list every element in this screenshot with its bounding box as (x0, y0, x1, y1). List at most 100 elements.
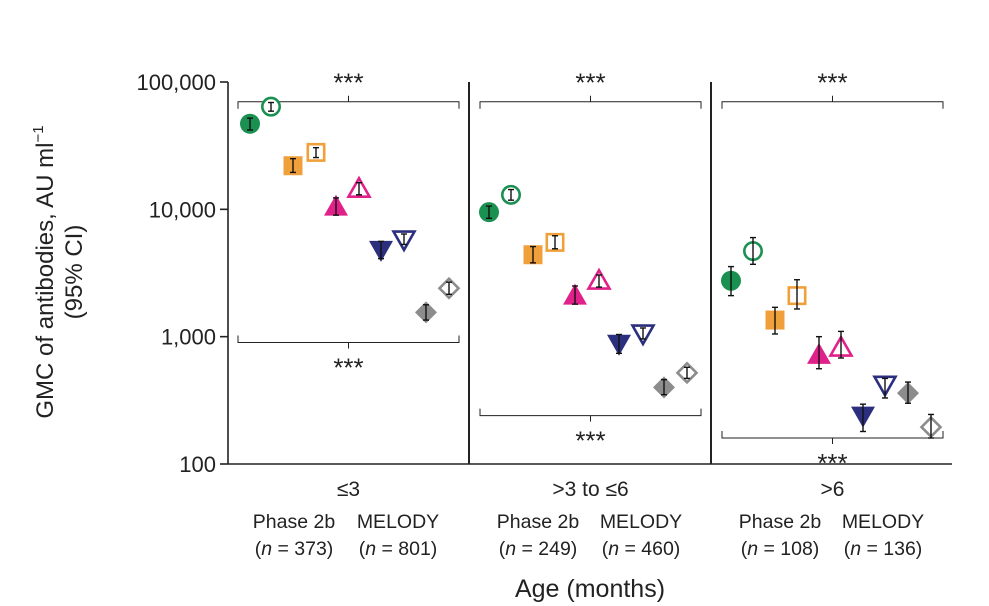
point-square-orange-open (787, 279, 807, 310)
error-bar (552, 235, 558, 250)
point-triangle-up-magenta-filled (324, 194, 348, 216)
y-axis-title: GMC of antibodies, AU ml−1 (30, 125, 59, 418)
point-circle-green-open (742, 236, 763, 266)
point-diamond-grey-filled (415, 301, 437, 324)
error-bar (356, 181, 362, 196)
error-bar (247, 117, 253, 131)
x-axis-title: Age (months) (515, 575, 665, 603)
point-triangle-up-magenta-open (586, 267, 612, 290)
age-group-label: ≤3 (337, 478, 360, 501)
data-points (240, 96, 943, 439)
significance-stars: *** (333, 68, 363, 98)
error-bar (616, 333, 622, 355)
error-bar (572, 285, 578, 305)
error-bar (750, 236, 756, 266)
significance-bracket (479, 408, 702, 422)
error-bar (378, 240, 384, 260)
error-bar (882, 377, 888, 399)
point-circle-green-filled (721, 265, 741, 297)
study-n: (n = 108) (741, 538, 820, 560)
error-bar (508, 188, 514, 201)
y-tick-label: 100,000 (136, 70, 216, 95)
error-bar (290, 157, 296, 174)
point-diamond-grey-open (675, 361, 699, 385)
point-diamond-grey-open (437, 276, 461, 300)
error-bar (860, 403, 866, 433)
point-triangle-down-navy-filled (369, 240, 393, 262)
study-name: MELODY (357, 511, 439, 533)
age-group-label: >3 to ≤6 (552, 478, 628, 501)
error-bar (446, 281, 452, 296)
error-bar (401, 233, 407, 246)
point-square-orange-open (306, 142, 326, 162)
significance-brackets: *** *** *** *** *** *** (237, 68, 944, 478)
error-bar (486, 205, 492, 220)
error-bar (333, 197, 339, 216)
significance-stars: *** (575, 68, 605, 98)
error-bar (838, 330, 844, 359)
study-n: (n = 249) (499, 538, 578, 560)
study-name: Phase 2b (253, 511, 336, 533)
study-name: Phase 2b (497, 511, 580, 533)
point-square-orange-filled (283, 156, 303, 176)
error-bar (772, 306, 778, 335)
point-circle-green-filled (240, 113, 260, 134)
point-triangle-down-navy-open (872, 375, 898, 399)
study-name: Phase 2b (739, 511, 822, 533)
point-triangle-down-navy-open (391, 230, 417, 253)
y-axis: 100 1,000 10,000 100,000 (136, 70, 952, 477)
point-triangle-up-magenta-filled (807, 335, 831, 370)
error-bar (816, 335, 822, 370)
point-diamond-grey-filled (653, 376, 675, 399)
error-bar (684, 366, 690, 380)
y-tick-label: 1,000 (161, 325, 216, 350)
significance-bracket (479, 95, 702, 109)
error-bar (661, 378, 667, 396)
point-square-orange-filled (765, 306, 785, 335)
error-bar (313, 146, 319, 159)
error-bar (928, 413, 934, 439)
significance-stars: *** (817, 68, 847, 98)
study-n: (n = 460) (602, 538, 681, 560)
y-axis-title-superscript: −1 (30, 125, 47, 142)
point-diamond-grey-open (919, 413, 943, 439)
significance-stars: *** (575, 426, 605, 456)
error-bar (728, 265, 734, 297)
study-name: MELODY (842, 511, 924, 533)
point-triangle-down-navy-open (630, 324, 656, 347)
point-circle-green-open (260, 96, 281, 117)
significance-stars: *** (817, 448, 847, 478)
significance-bracket (721, 95, 944, 109)
significance-stars: *** (333, 352, 363, 382)
point-triangle-down-navy-filled (851, 403, 875, 433)
point-square-orange-filled (523, 245, 543, 265)
y-axis-title-ci: (95% CI) (61, 225, 88, 320)
error-bar (530, 245, 536, 264)
error-bar (268, 101, 274, 112)
significance-bracket (721, 431, 944, 445)
point-triangle-down-navy-filled (607, 333, 631, 356)
point-triangle-up-magenta-open (828, 330, 854, 359)
y-tick-label: 10,000 (149, 197, 216, 222)
error-bar (905, 381, 911, 404)
group-dividers (468, 82, 712, 464)
study-name: MELODY (600, 511, 682, 533)
point-square-orange-open (545, 232, 565, 252)
error-bar (423, 304, 429, 321)
significance-bracket (237, 335, 460, 349)
study-n: (n = 801) (359, 538, 438, 560)
point-circle-green-open (500, 184, 521, 205)
y-tick-label: 100 (179, 452, 216, 477)
age-group-label: >6 (821, 478, 845, 501)
significance-bracket (237, 95, 460, 109)
point-diamond-grey-filled (897, 381, 919, 405)
study-n: (n = 136) (844, 538, 923, 560)
error-bar (596, 274, 602, 288)
study-n: (n = 373) (255, 538, 334, 560)
error-bar (794, 279, 800, 310)
point-circle-green-filled (479, 202, 499, 223)
point-triangle-up-magenta-open (346, 175, 372, 198)
point-triangle-up-magenta-filled (563, 283, 587, 305)
